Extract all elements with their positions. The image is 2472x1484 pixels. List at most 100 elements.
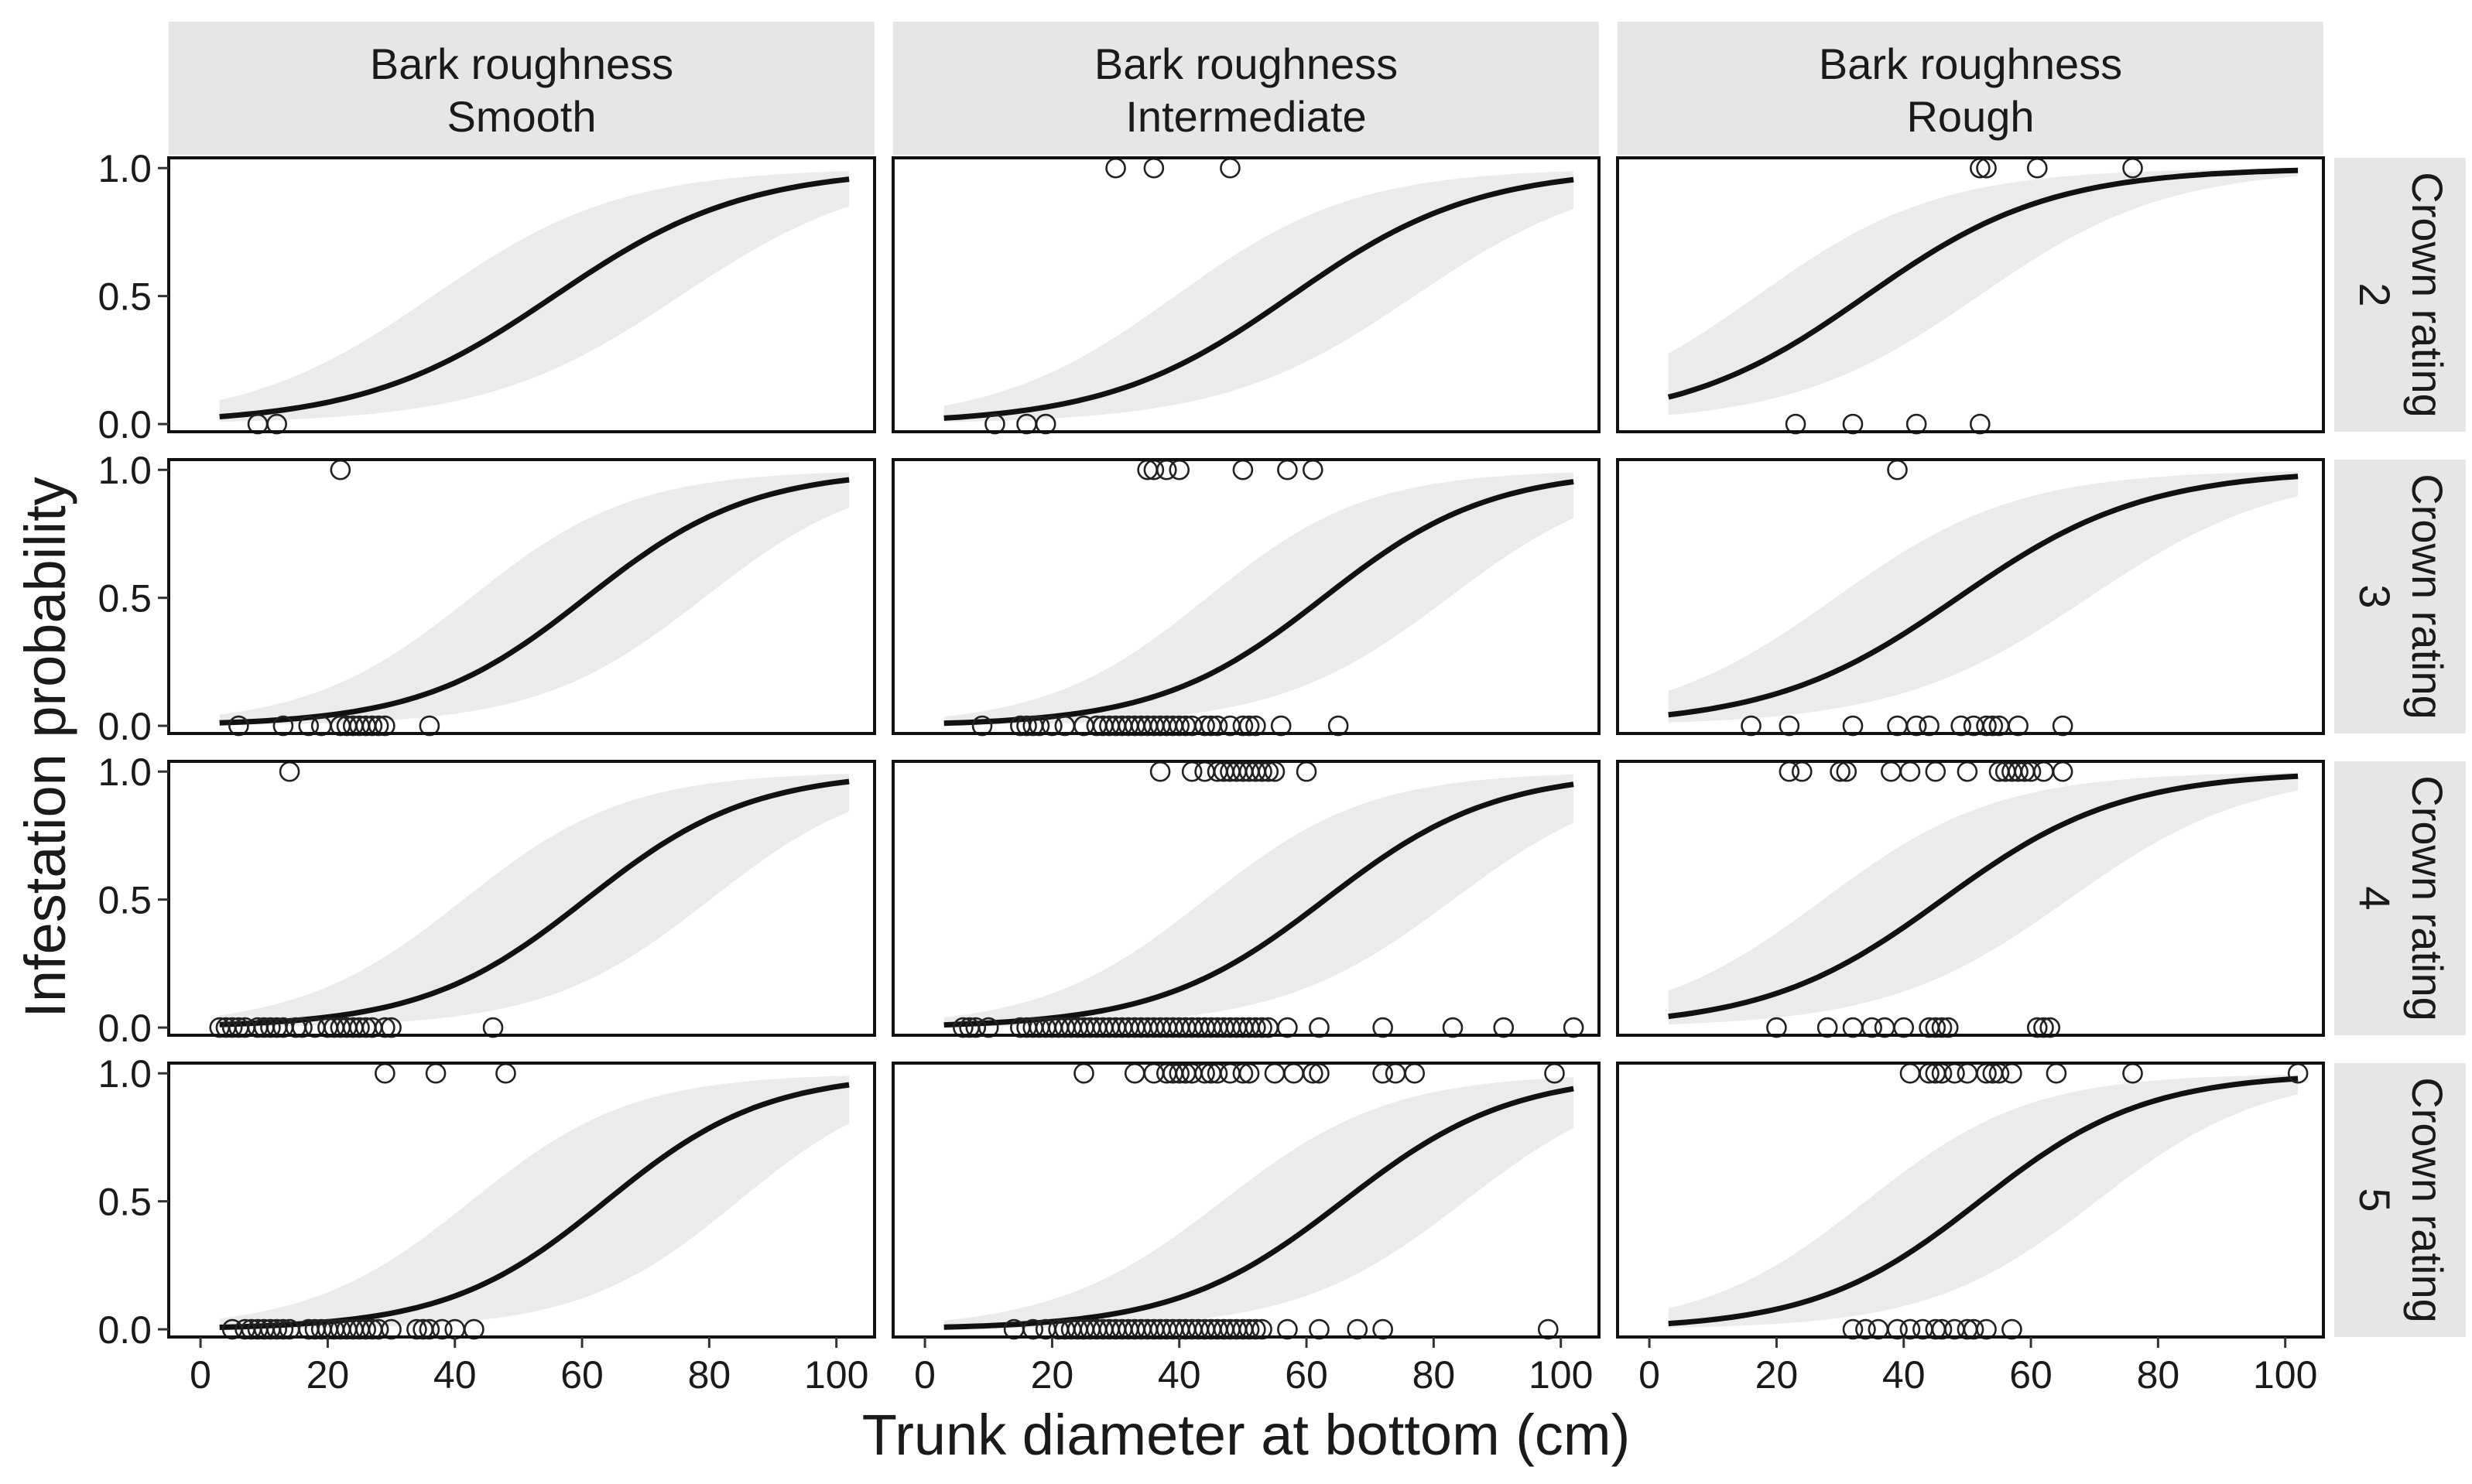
- panel-crown4-rough: [1616, 760, 2325, 1038]
- panel-border: [167, 156, 876, 433]
- data-point-y0: [298, 715, 320, 737]
- data-point-y0: [1029, 715, 1050, 737]
- x-tick-label: 0: [914, 1353, 936, 1397]
- data-point-y0: [1887, 1318, 1908, 1340]
- data-point-y0: [1194, 715, 1215, 737]
- data-point-y0: [1442, 1017, 1464, 1038]
- x-tick-label: 40: [433, 1353, 477, 1397]
- panel-border: [167, 760, 876, 1037]
- confidence-band: [219, 472, 850, 726]
- data-point-y0: [1937, 1017, 1959, 1038]
- data-point-y0: [1976, 715, 1997, 737]
- data-point-y0: [1016, 715, 1037, 737]
- data-point-y0: [1277, 1017, 1298, 1038]
- x-tick-label: 80: [1412, 1353, 1456, 1397]
- strip-row-5-title: Crown rating: [2403, 1077, 2452, 1322]
- data-point-y0: [965, 1017, 987, 1038]
- data-point-y0: [1563, 1017, 1584, 1038]
- data-point-y0: [1245, 1017, 1266, 1038]
- x-tick-label: 40: [1158, 1353, 1201, 1397]
- data-point-y0: [1741, 715, 1762, 737]
- y-tick-label: 0.0: [98, 1308, 152, 1352]
- panel-crown4-smooth: [167, 760, 876, 1038]
- data-point-y0: [272, 1318, 294, 1340]
- fitted-curve: [1668, 474, 2299, 718]
- strip-row-2: [2334, 158, 2466, 432]
- x-tick-label: 60: [560, 1353, 604, 1397]
- data-point-y0: [1982, 715, 2004, 737]
- data-point-y0: [1976, 1318, 1997, 1340]
- data-point-y0: [953, 1017, 974, 1038]
- y-tick-label: 1.0: [98, 751, 152, 794]
- data-point-y0: [1537, 1318, 1559, 1340]
- data-point-y0: [1251, 1017, 1272, 1038]
- y-axis-label: Infestation probability: [13, 477, 77, 1017]
- strip-row-5: [2334, 1063, 2466, 1337]
- panel-border: [892, 458, 1601, 735]
- x-tick-label: 0: [1638, 1353, 1660, 1397]
- fitted-curve: [943, 176, 1574, 421]
- data-point-y0: [381, 1318, 402, 1340]
- confidence-band: [1668, 772, 2299, 1024]
- data-point-y0: [1238, 1318, 1260, 1340]
- data-point-y0: [1861, 1017, 1882, 1038]
- data-point-y0: [464, 1318, 484, 1340]
- data-point-y0: [1842, 715, 1864, 737]
- fitted-curve: [219, 778, 850, 1028]
- panel-crown3-intermediate: [892, 458, 1601, 737]
- data-point-y0: [1919, 715, 1940, 737]
- data-point-y0: [1309, 1017, 1330, 1038]
- fitted-curve: [219, 1082, 850, 1330]
- x-tick-label: 40: [1882, 1353, 1926, 1397]
- data-point-y0: [1905, 413, 1927, 435]
- y-tick-label: 1.0: [98, 1052, 152, 1096]
- data-point-y0: [368, 715, 389, 737]
- panel-crown3-smooth: [167, 458, 876, 737]
- data-point-y0: [971, 715, 993, 737]
- panel-border: [1616, 1062, 2325, 1339]
- strip-row-4-title: Crown rating: [2403, 775, 2452, 1021]
- y-tick-label: 0.0: [98, 705, 152, 748]
- data-point-y0: [1842, 1318, 1864, 1340]
- data-point-y0: [266, 1318, 287, 1340]
- strip-row-2-title: Crown rating: [2403, 172, 2452, 417]
- x-tick-label: 20: [306, 1353, 350, 1397]
- data-point-y0: [355, 1318, 377, 1340]
- panel-crown3-rough: [1616, 458, 2325, 737]
- data-point-y0: [2033, 1017, 2054, 1038]
- data-point-y0: [221, 1017, 243, 1038]
- panel-border: [892, 156, 1601, 433]
- data-point-y0: [419, 1318, 440, 1340]
- panel-crown4-intermediate: [892, 760, 1601, 1038]
- y-tick-label: 0.0: [98, 1007, 152, 1050]
- data-point-y0: [375, 1017, 395, 1038]
- panel-crown5-rough: [1616, 1062, 2325, 1340]
- data-point-y0: [272, 715, 294, 737]
- confidence-band: [1668, 169, 2299, 415]
- data-point-y0: [1035, 413, 1056, 435]
- data-point-y0: [228, 715, 249, 737]
- strip-row-4-label: 4: [2350, 886, 2399, 910]
- data-point-y0: [292, 1017, 313, 1038]
- strip-col-rough: [1618, 22, 2323, 155]
- column-strips: Bark roughness Smooth Bark roughness Int…: [169, 22, 2323, 155]
- x-tick-label: 100: [1529, 1353, 1593, 1397]
- panel-crown2-intermediate: [892, 156, 1601, 435]
- panels: [167, 156, 2325, 1340]
- strip-row-2-label: 2: [2350, 282, 2399, 306]
- data-point-y0: [406, 1318, 427, 1340]
- y-tick-label: 1.0: [98, 147, 152, 190]
- panel-crown2-smooth: [167, 156, 876, 435]
- data-point-y0: [1493, 1017, 1515, 1038]
- data-point-y0: [2052, 715, 2073, 737]
- strip-col-intermediate-label: Intermediate: [1125, 92, 1366, 141]
- x-tick-label: 80: [688, 1353, 731, 1397]
- panel-crown2-rough: [1616, 156, 2325, 435]
- data-point-y0: [1270, 715, 1292, 737]
- panel-border: [167, 458, 876, 735]
- data-point-y0: [978, 1017, 999, 1038]
- data-point-y0: [1169, 715, 1190, 737]
- strip-row-3: [2334, 460, 2466, 733]
- data-point-y0: [1855, 1318, 1876, 1340]
